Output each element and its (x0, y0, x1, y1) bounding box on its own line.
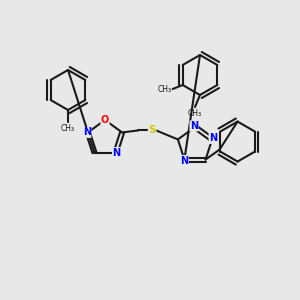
Text: S: S (148, 125, 156, 135)
Text: N: N (83, 128, 91, 137)
Text: N: N (180, 156, 188, 166)
Text: CH₃: CH₃ (158, 85, 172, 94)
Text: O: O (101, 115, 109, 125)
Text: CH₃: CH₃ (61, 124, 75, 133)
Text: N: N (190, 121, 198, 131)
Text: N: N (209, 134, 217, 143)
Text: N: N (112, 148, 121, 158)
Text: CH₃: CH₃ (188, 109, 202, 118)
